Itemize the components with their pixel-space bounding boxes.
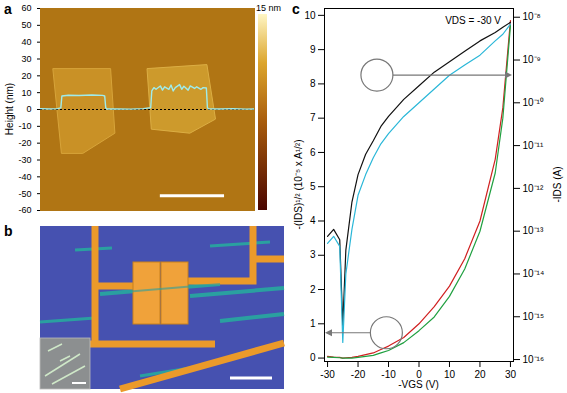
svg-text:10⁻¹¹: 10⁻¹¹ [523, 140, 544, 151]
svg-text:-IDS (A): -IDS (A) [552, 166, 563, 202]
svg-text:9: 9 [310, 44, 316, 55]
svg-text:10⁻⁹: 10⁻⁹ [523, 54, 541, 65]
svg-text:40: 40 [21, 37, 31, 47]
svg-text:-VGS (V): -VGS (V) [398, 379, 439, 390]
svg-text:-10: -10 [381, 369, 396, 380]
svg-text:15 nm: 15 nm [256, 3, 281, 13]
svg-text:50: 50 [21, 20, 31, 30]
html-text:a: a [4, 1, 12, 17]
svg-text:4: 4 [310, 215, 316, 226]
svg-text:0: 0 [310, 352, 316, 363]
svg-text:0: 0 [26, 104, 31, 114]
svg-text:6: 6 [310, 147, 316, 158]
svg-text:10⁻¹³: 10⁻¹³ [523, 225, 544, 236]
svg-text:-40: -40 [18, 172, 31, 182]
html-text:c: c [292, 1, 300, 17]
svg-text:30: 30 [21, 54, 31, 64]
svg-text:-(IDS)¹/² (10⁻⁵ x A¹/²): -(IDS)¹/² (10⁻⁵ x A¹/²) [293, 140, 304, 230]
svg-text:20: 20 [474, 369, 486, 380]
svg-text:-50: -50 [18, 189, 31, 199]
svg-text:5: 5 [310, 181, 316, 192]
svg-text:10: 10 [444, 369, 456, 380]
svg-text:-20: -20 [351, 369, 366, 380]
svg-text:10⁻¹⁰: 10⁻¹⁰ [523, 97, 544, 108]
svg-text:10: 10 [21, 88, 31, 98]
svg-text:10⁻¹²: 10⁻¹² [523, 183, 544, 194]
svg-text:-20: -20 [18, 138, 31, 148]
svg-text:-30: -30 [320, 369, 335, 380]
svg-text:30: 30 [505, 369, 517, 380]
svg-text:20: 20 [21, 71, 31, 81]
svg-text:10: 10 [304, 10, 316, 21]
svg-text:0: 0 [416, 368, 422, 380]
svg-text:3: 3 [310, 249, 316, 260]
svg-text:-10: -10 [18, 121, 31, 131]
html-text:b: b [4, 223, 13, 239]
svg-text:60: 60 [21, 3, 31, 13]
svg-text:10⁻⁸: 10⁻⁸ [523, 11, 541, 22]
svg-text:7: 7 [310, 112, 316, 123]
svg-text:VDS = -30 V: VDS = -30 V [445, 15, 501, 26]
svg-text:Height (nm): Height (nm) [4, 83, 15, 135]
svg-text:-30: -30 [18, 155, 31, 165]
svg-text:1: 1 [310, 318, 316, 329]
svg-text:2: 2 [310, 284, 316, 295]
svg-text:-60: -60 [18, 205, 31, 215]
svg-text:8: 8 [310, 78, 316, 89]
svg-text:10⁻¹⁴: 10⁻¹⁴ [523, 268, 545, 279]
svg-text:10⁻¹⁵: 10⁻¹⁵ [523, 311, 545, 322]
svg-text:10⁻¹⁶: 10⁻¹⁶ [523, 354, 545, 365]
